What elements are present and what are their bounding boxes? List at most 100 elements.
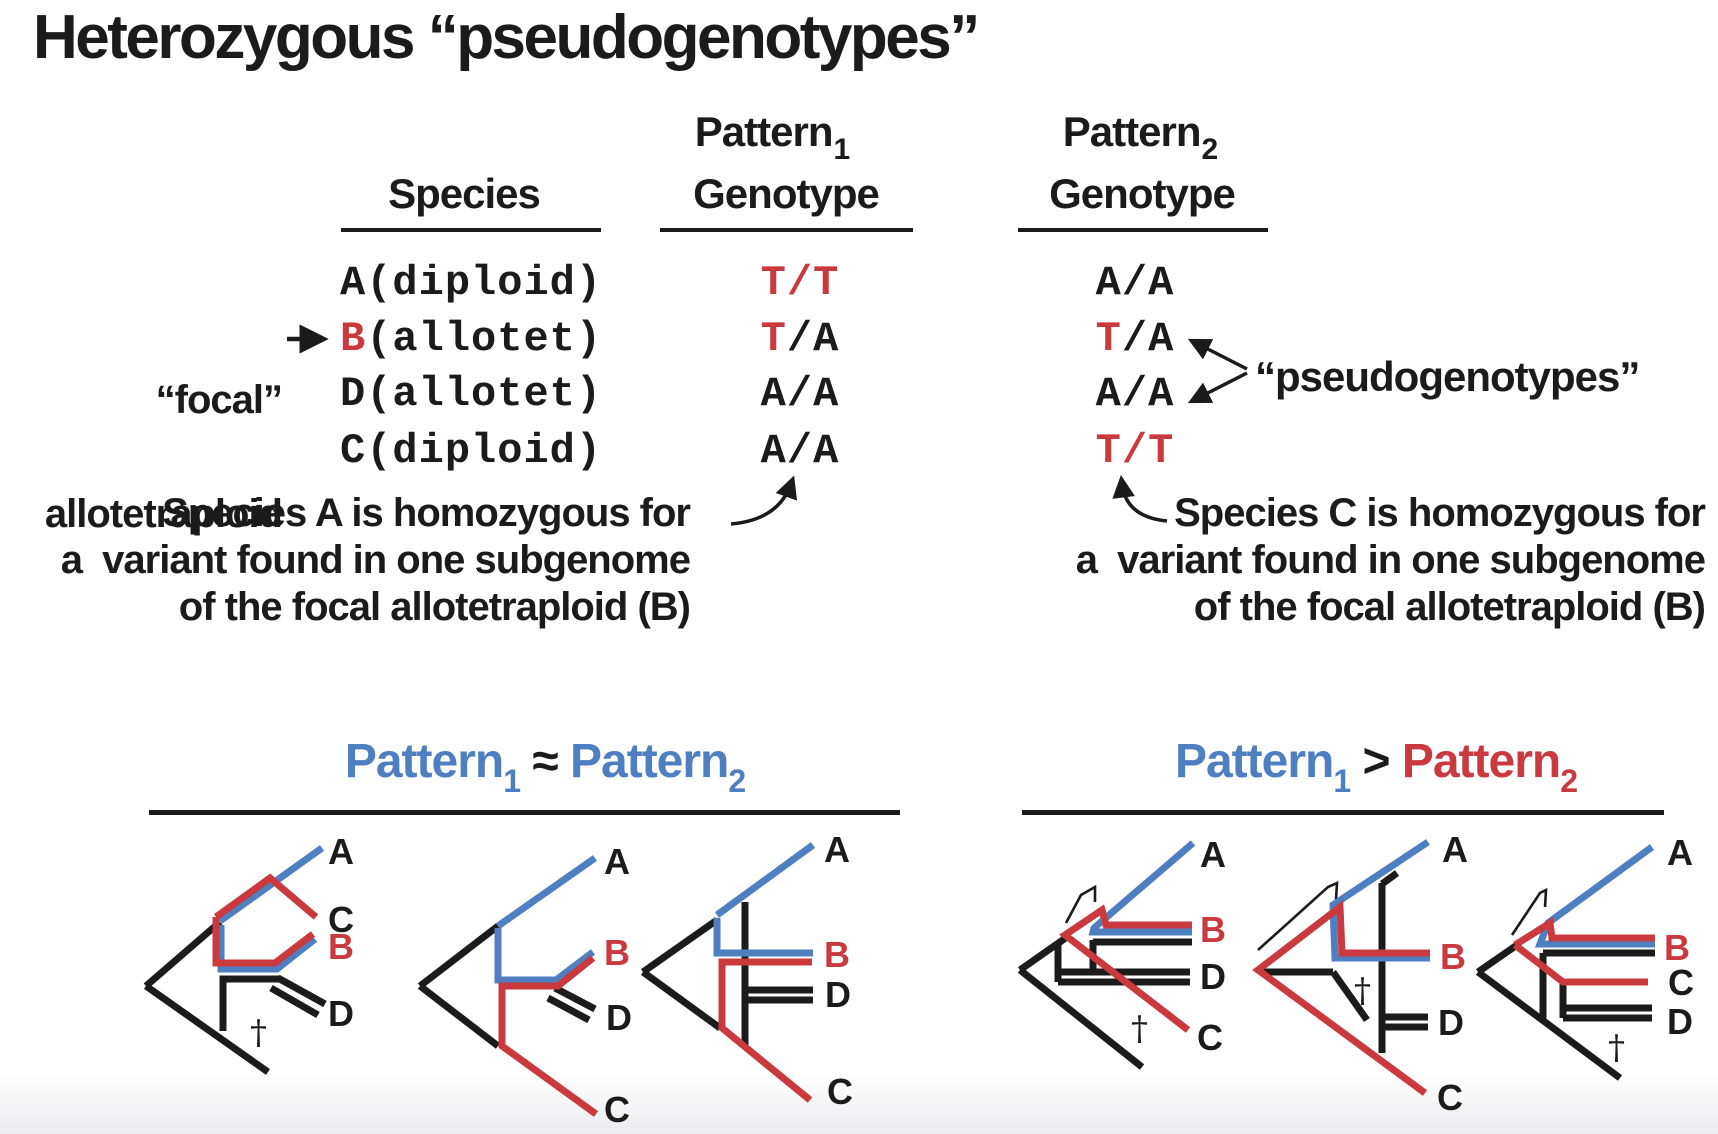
p1-genotype-d: A/A bbox=[715, 368, 885, 420]
tip-label-a: A bbox=[328, 831, 354, 872]
p1-genotype-a: T/T bbox=[715, 257, 885, 309]
tip-label-a: A bbox=[824, 829, 850, 870]
species-ploidy: (diploid) bbox=[366, 259, 603, 307]
species-cell-a: A(diploid) bbox=[340, 257, 602, 309]
black-branch-d1 bbox=[276, 974, 327, 1008]
red-branch-bc bbox=[718, 958, 813, 1103]
allele: T bbox=[1148, 427, 1175, 475]
note-line: of the focal allotetraploid (B) bbox=[178, 585, 691, 629]
species-ploidy: (diploid) bbox=[366, 427, 603, 475]
dagger-icon: † bbox=[1608, 1028, 1625, 1068]
tree-5: A B D C † bbox=[1252, 829, 1468, 1118]
allele: A bbox=[760, 427, 787, 475]
blue-branch-ab bbox=[1534, 844, 1655, 948]
approx-symbol: ≈ bbox=[519, 735, 570, 788]
tip-label-d: D bbox=[606, 997, 632, 1038]
dagger-icon: † bbox=[250, 1013, 267, 1053]
blue-branch-a bbox=[495, 855, 598, 929]
note-species-c: Species C is homozygous for a variant fo… bbox=[1075, 490, 1706, 631]
pattern1-subscript: 1 bbox=[503, 763, 521, 799]
allele-slash: / bbox=[1121, 370, 1149, 418]
tip-label-a: A bbox=[1200, 834, 1226, 875]
species-header: Species bbox=[388, 170, 541, 217]
pattern2-word: Pattern bbox=[1062, 108, 1202, 155]
note-species-a: Species A is homozygous for a variant fo… bbox=[61, 490, 691, 631]
focal-label-line2: allotetraploid bbox=[44, 492, 283, 536]
allele-slash: / bbox=[786, 259, 814, 307]
black-branch bbox=[219, 975, 280, 1031]
genotype1-header: Genotype bbox=[693, 170, 880, 217]
allele: A bbox=[760, 370, 787, 418]
panel-right-heading: Pattern1 > Pattern2 bbox=[1076, 735, 1676, 800]
tree-1: A C B D † bbox=[143, 831, 354, 1075]
black-extinct-branch bbox=[1017, 967, 1145, 1070]
tip-label-d: D bbox=[1438, 1002, 1464, 1043]
tip-label-d: D bbox=[1200, 956, 1226, 997]
panel-left-heading: Pattern1 ≈ Pattern2 bbox=[245, 735, 845, 800]
species-header-rule bbox=[341, 228, 601, 232]
p2-genotype-d: A/A bbox=[1050, 368, 1220, 420]
pseudogenotype-arrow-upper bbox=[1187, 338, 1248, 371]
dagger-icon: † bbox=[1354, 971, 1371, 1011]
focal-allotetraploid-label: “focal” allotetraploid bbox=[44, 305, 283, 609]
note-line: Species C is homozygous for bbox=[1174, 491, 1706, 535]
species-cell-d: D(allotet) bbox=[340, 368, 602, 420]
red-branch-cb bbox=[1059, 904, 1192, 1033]
tree-4: A B D C † bbox=[1017, 834, 1226, 1070]
tip-label-c: C bbox=[328, 899, 354, 940]
tip-label-b: B bbox=[824, 934, 850, 975]
pattern2-subscript: 2 bbox=[1201, 133, 1219, 166]
black-branch-d2 bbox=[546, 994, 591, 1024]
tip-label-a: A bbox=[604, 841, 630, 882]
allele-slash: / bbox=[1121, 315, 1149, 363]
tip-label-b: B bbox=[1440, 936, 1466, 977]
tree-2: A B D C bbox=[417, 841, 632, 1130]
thin-bracket bbox=[1510, 887, 1548, 936]
note-c-curved-arrow bbox=[1112, 474, 1168, 523]
allele-slash: / bbox=[786, 315, 814, 363]
allele: T bbox=[760, 315, 787, 363]
black-branch bbox=[1476, 942, 1519, 975]
greater-than-symbol: > bbox=[1350, 735, 1402, 788]
panel-left-rule bbox=[149, 810, 900, 815]
pattern1-subscript: 1 bbox=[833, 133, 851, 166]
note-line: of the focal allotetraploid (B) bbox=[1193, 585, 1706, 629]
p1-genotype-b: T/A bbox=[715, 313, 885, 365]
allele-slash: / bbox=[1121, 259, 1149, 307]
tip-label-b: B bbox=[328, 926, 354, 967]
pseudogenotype-arrow-lower bbox=[1187, 371, 1248, 404]
note-line: a variant found in one subgenome bbox=[1075, 538, 1706, 582]
blue-branch-b bbox=[217, 925, 318, 973]
blue-branch-b bbox=[494, 928, 596, 984]
species-cell-b: B(allotet) bbox=[340, 313, 602, 365]
species-ploidy: (allotet) bbox=[366, 370, 603, 418]
tree-3: A B D C bbox=[640, 829, 853, 1112]
focal-label-line1: “focal” bbox=[155, 378, 283, 422]
red-branch-cb bbox=[1252, 900, 1430, 1096]
pattern2-word: Pattern bbox=[1401, 735, 1561, 788]
thin-bracket bbox=[1064, 884, 1097, 924]
black-branch bbox=[417, 923, 501, 989]
tip-label-c: C bbox=[1197, 1017, 1223, 1058]
blue-branch-ab bbox=[1088, 840, 1196, 936]
p1-genotype-c: A/A bbox=[715, 425, 885, 477]
tip-label-d: D bbox=[825, 974, 851, 1015]
tip-label-d: D bbox=[328, 993, 354, 1034]
allele: A bbox=[1148, 370, 1175, 418]
pattern2-subscript: 2 bbox=[1560, 763, 1578, 799]
tree-6: A B C D † bbox=[1475, 832, 1694, 1081]
thin-bracket bbox=[1257, 880, 1339, 951]
dagger-icon: † bbox=[1131, 1009, 1148, 1049]
note-a-curved-arrow bbox=[730, 475, 798, 526]
pattern2-subscript: 2 bbox=[728, 763, 746, 799]
bottom-edge-tint bbox=[0, 1072, 1718, 1134]
figure-title: Heterozygous “pseudogenotypes” bbox=[33, 3, 980, 72]
allele: A bbox=[813, 427, 840, 475]
red-branch-b bbox=[212, 917, 316, 967]
pattern1-word: Pattern bbox=[344, 735, 504, 788]
red-branch-b bbox=[1513, 917, 1655, 948]
species-cell-c: C(diploid) bbox=[340, 425, 602, 477]
red-branch-bc bbox=[498, 955, 599, 1117]
blue-branch-b bbox=[713, 918, 813, 957]
black-branch bbox=[143, 919, 223, 989]
